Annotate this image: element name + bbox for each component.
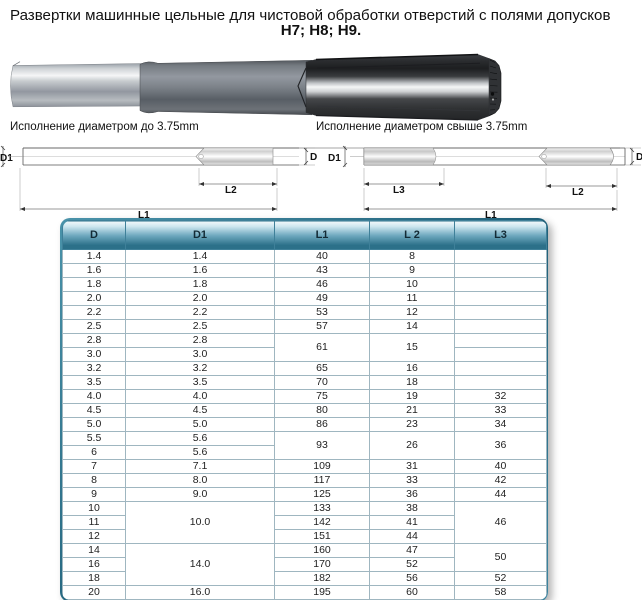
svg-text:L2: L2 [572, 187, 584, 198]
svg-text:D: D [310, 152, 317, 163]
svg-text:L3: L3 [393, 185, 405, 196]
svg-text:L2: L2 [225, 185, 237, 196]
svg-text:D: D [636, 152, 642, 163]
svg-text:D1: D1 [0, 153, 13, 164]
svg-text:D1: D1 [328, 153, 341, 164]
